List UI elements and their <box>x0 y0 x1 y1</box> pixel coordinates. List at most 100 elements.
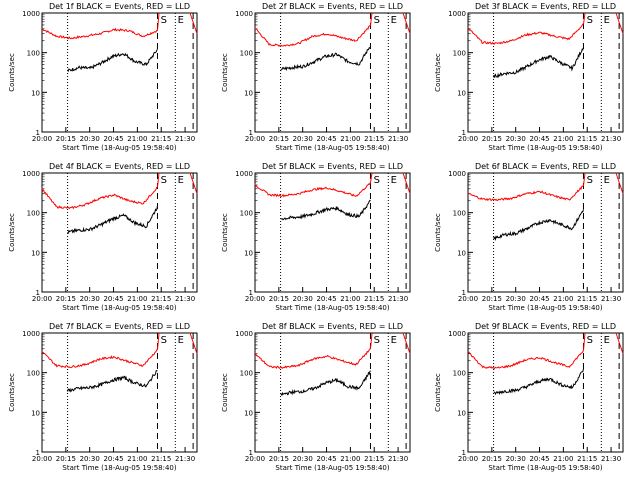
lld-flare-tail <box>402 332 411 354</box>
x-tick-label: 20:30 <box>506 295 526 303</box>
x-tick-label: 21:00 <box>340 295 360 303</box>
x-tick-label: 20:45 <box>529 135 549 143</box>
x-tick-label: 21:00 <box>127 295 147 303</box>
panel-title: Det 6f BLACK = Events, RED = LLD <box>475 162 616 171</box>
end-marker-label: E <box>178 15 184 26</box>
y-tick-label: 100 <box>240 370 253 378</box>
x-tick-label: 20:30 <box>80 455 100 463</box>
x-tick-label: 21:30 <box>388 295 408 303</box>
x-tick-label: 21:30 <box>175 295 195 303</box>
events-series-line <box>493 368 584 396</box>
x-tick-label: 21:15 <box>364 295 384 303</box>
start-marker-label: S <box>161 335 167 346</box>
x-tick-label: 20:00 <box>32 135 52 143</box>
panel-title: Det 9f BLACK = Events, RED = LLD <box>475 322 616 331</box>
y-tick-label: 1000 <box>22 170 40 178</box>
panel-5: Det 5f BLACK = Events, RED = LLD 1 10 100 10… <box>221 162 411 312</box>
y-tick-label: 1000 <box>448 10 466 18</box>
start-marker-label: S <box>161 175 167 186</box>
y-tick-label: 100 <box>27 50 40 58</box>
panel-2: Det 2f BLACK = Events, RED = LLD 1 10 100 10… <box>221 2 411 152</box>
y-tick-label: 1 <box>249 449 253 457</box>
x-tick-label: 21:30 <box>388 455 408 463</box>
end-marker-label: E <box>391 335 397 346</box>
events-series-line <box>280 46 371 72</box>
x-tick-label: 21:15 <box>364 135 384 143</box>
plot-frame <box>41 12 198 133</box>
lld-flare-tail <box>615 12 624 34</box>
y-tick-label: 100 <box>453 210 466 218</box>
plot-frame <box>254 172 411 293</box>
y-tick-label: 100 <box>240 50 253 58</box>
y-tick-label: 100 <box>27 210 40 218</box>
start-marker-label: S <box>374 175 380 186</box>
y-tick-label: 1 <box>36 449 40 457</box>
x-axis-label: Start Time (18-Aug-05 19:58:40) <box>488 144 602 152</box>
y-axis-label: Counts/sec <box>434 213 442 252</box>
x-axis-label: Start Time (18-Aug-05 19:58:40) <box>62 464 176 472</box>
y-tick-label: 10 <box>457 249 466 257</box>
x-tick-label: 20:30 <box>80 135 100 143</box>
start-marker-label: S <box>161 15 167 26</box>
lld-series-line <box>467 184 584 202</box>
y-tick-label: 1000 <box>448 170 466 178</box>
lld-flare-tail <box>189 172 198 194</box>
x-axis-label: Start Time (18-Aug-05 19:58:40) <box>488 304 602 312</box>
x-tick-label: 21:30 <box>601 135 621 143</box>
y-axis-label: Counts/sec <box>8 53 16 92</box>
x-tick-label: 21:30 <box>175 455 195 463</box>
x-tick-label: 20:45 <box>103 295 123 303</box>
lld-series-line <box>467 23 584 45</box>
plot-frame <box>467 332 624 453</box>
x-axis-label: Start Time (18-Aug-05 19:58:40) <box>275 464 389 472</box>
plot-frame <box>467 12 624 133</box>
x-tick-label: 20:45 <box>103 135 123 143</box>
y-axis-label: Counts/sec <box>8 373 16 412</box>
x-tick-label: 20:45 <box>529 295 549 303</box>
x-tick-label: 20:15 <box>482 135 502 143</box>
x-axis-label: Start Time (18-Aug-05 19:58:40) <box>62 304 176 312</box>
lld-flare-rise <box>156 332 160 350</box>
x-axis-label: Start Time (18-Aug-05 19:58:40) <box>275 144 389 152</box>
y-axis-label: Counts/sec <box>221 373 229 412</box>
end-marker-label: E <box>391 175 397 186</box>
lld-flare-rise <box>156 172 160 188</box>
x-tick-label: 21:30 <box>388 135 408 143</box>
y-tick-label: 1000 <box>448 330 466 338</box>
x-tick-label: 20:30 <box>506 455 526 463</box>
lld-series-line <box>467 349 584 370</box>
x-tick-label: 21:00 <box>553 455 573 463</box>
lld-flare-tail <box>402 12 411 34</box>
y-tick-label: 10 <box>457 89 466 97</box>
x-axis-label: Start Time (18-Aug-05 19:58:40) <box>275 304 389 312</box>
x-tick-label: 21:15 <box>577 455 597 463</box>
x-tick-label: 21:15 <box>151 295 171 303</box>
events-series-line <box>280 370 371 397</box>
x-tick-label: 20:15 <box>482 295 502 303</box>
events-series-line <box>67 205 158 235</box>
end-marker-label: E <box>391 15 397 26</box>
x-tick-label: 20:45 <box>316 455 336 463</box>
x-tick-label: 20:45 <box>529 455 549 463</box>
y-axis-label: Counts/sec <box>434 373 442 412</box>
y-axis-label: Counts/sec <box>8 213 16 252</box>
x-tick-label: 21:15 <box>577 295 597 303</box>
panel-6: Det 6f BLACK = Events, RED = LLD 1 10 100 10… <box>434 162 624 312</box>
lld-flare-tail <box>189 12 198 34</box>
x-tick-label: 21:00 <box>340 135 360 143</box>
panel-7: Det 7f BLACK = Events, RED = LLD 1 10 100 10… <box>8 322 198 472</box>
x-tick-label: 20:15 <box>56 135 76 143</box>
x-tick-label: 21:00 <box>553 295 573 303</box>
x-tick-label: 20:45 <box>316 135 336 143</box>
panel-title: Det 1f BLACK = Events, RED = LLD <box>49 2 190 11</box>
events-series-line <box>67 370 158 393</box>
y-tick-label: 10 <box>457 409 466 417</box>
y-tick-label: 100 <box>27 370 40 378</box>
x-tick-label: 21:15 <box>151 455 171 463</box>
x-tick-label: 20:30 <box>80 295 100 303</box>
x-tick-label: 21:15 <box>364 455 384 463</box>
y-tick-label: 1000 <box>235 330 253 338</box>
x-tick-label: 20:15 <box>269 455 289 463</box>
y-tick-label: 1000 <box>235 10 253 18</box>
